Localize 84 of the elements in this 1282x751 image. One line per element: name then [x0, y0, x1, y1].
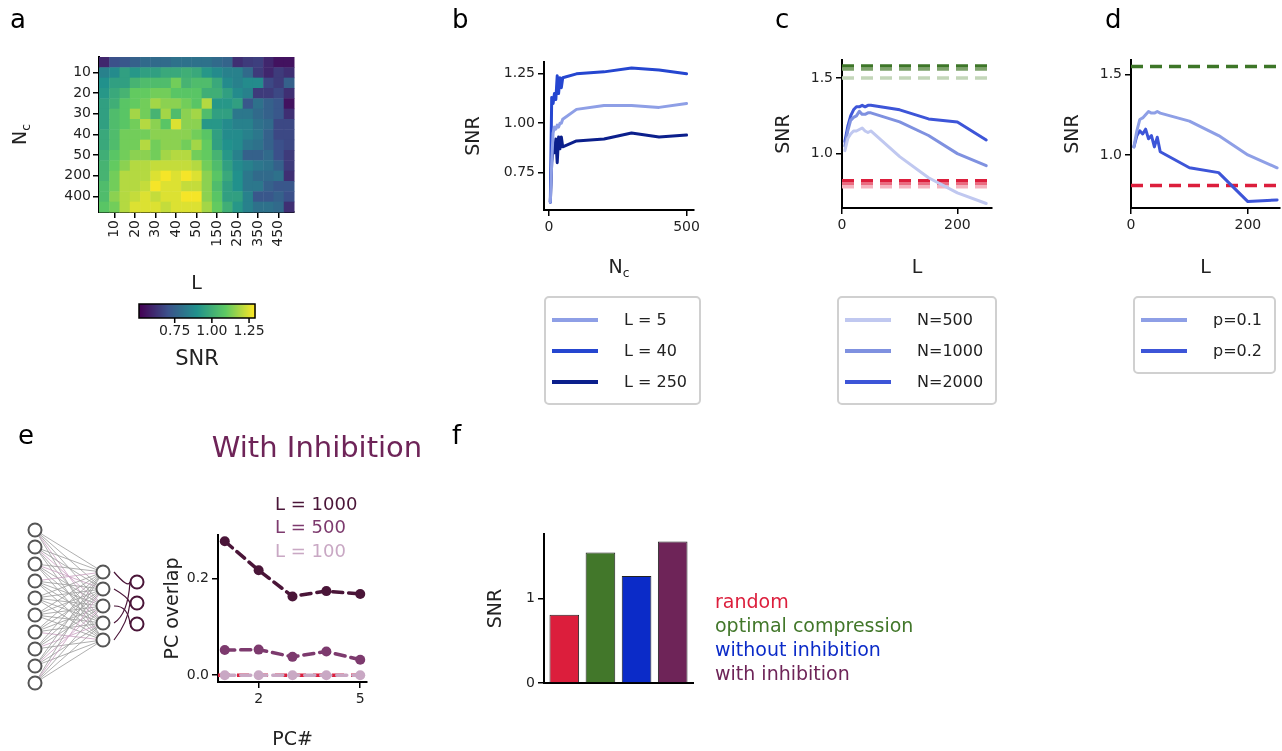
legend-label: L = 5: [624, 310, 667, 329]
point: [287, 591, 298, 602]
y-axis-title: PC overlap: [159, 557, 182, 660]
text: c: [775, 4, 790, 34]
y-tick-label: 10: [73, 63, 91, 80]
x-tick-label: 20: [125, 220, 142, 238]
text: without inhibition: [715, 637, 881, 660]
x-tick-label: 200: [1234, 216, 1262, 233]
text: L = 1000: [275, 492, 358, 514]
legend-label: N=1000: [917, 341, 984, 360]
x-axis-title: L: [1200, 254, 1212, 277]
y-axis-title: SNR: [1059, 114, 1082, 154]
text: optimal compression: [715, 613, 914, 636]
color-bar-title: SNR: [175, 346, 219, 371]
x-tick-label: 0: [1126, 216, 1136, 233]
y-tick-label: 400: [64, 187, 91, 204]
point: [321, 646, 332, 657]
x-tick-label: 150: [207, 220, 224, 247]
y-tick-label: 0.2: [186, 569, 209, 586]
y-tick-label: 200: [64, 166, 91, 183]
y-tick-label: 30: [73, 104, 91, 121]
x-tick-label: 10: [105, 220, 122, 238]
point: [355, 654, 366, 665]
x-tick-label: 350: [248, 220, 265, 247]
text: a: [10, 4, 26, 34]
legend-label: N=2000: [917, 372, 984, 391]
point: [253, 670, 264, 681]
y-tick-label: 1.25: [503, 64, 535, 81]
y-tick-label: 1.5: [810, 68, 833, 85]
y-tick-label: 50: [73, 145, 91, 162]
x-tick-label: 2: [254, 690, 264, 707]
text: L = 500: [275, 516, 346, 538]
legend-label: L = 250: [624, 372, 688, 391]
legend-label: L = 40: [624, 341, 677, 360]
chart-title: With Inhibition: [211, 430, 423, 464]
y-tick-label: 20: [73, 83, 91, 100]
y-axis-title: SNR: [460, 116, 483, 156]
y-tick-label: 1.5: [1099, 65, 1122, 82]
color-bar-label: 0.75: [159, 321, 191, 338]
y-tick-label: 1.00: [503, 113, 535, 130]
y-axis-title: Nc: [7, 123, 33, 145]
text: f: [452, 420, 462, 450]
y-tick-label: 1.0: [1099, 145, 1122, 162]
x-tick-label: 200: [944, 216, 971, 233]
x-axis-title: L: [191, 270, 203, 293]
point: [355, 588, 366, 599]
text: random: [715, 589, 789, 612]
point: [321, 670, 332, 681]
point: [253, 565, 264, 576]
point: [219, 645, 230, 656]
y-axis-title: SNR: [482, 588, 505, 629]
y-tick-label: 1.0: [810, 144, 833, 161]
text: e: [18, 420, 34, 450]
y-tick-label: 40: [73, 125, 91, 142]
point: [355, 670, 366, 681]
x-tick-label: 0: [837, 216, 847, 233]
y-tick-label: 0.0: [186, 665, 209, 682]
x-axis-title: L: [911, 254, 923, 277]
text: b: [452, 4, 469, 34]
point: [253, 644, 264, 655]
legend-label: p=0.1: [1213, 310, 1263, 329]
x-tick-label: 450: [269, 220, 286, 247]
x-tick-label: 500: [673, 218, 700, 235]
x-tick-label: 40: [166, 220, 183, 238]
color-bar-label: 1.25: [233, 321, 265, 338]
point: [287, 651, 298, 662]
point: [321, 586, 332, 597]
x-tick-label: 0: [544, 218, 554, 235]
point: [287, 670, 298, 681]
x-tick-label: 250: [228, 220, 245, 247]
point: [219, 670, 230, 681]
text: L = 100: [275, 539, 346, 561]
y-tick-label: 0: [526, 673, 535, 690]
legend-label: p=0.2: [1213, 341, 1263, 360]
series-label: with inhibition: [715, 661, 850, 684]
x-tick-label: 30: [146, 220, 163, 238]
text: d: [1105, 4, 1122, 34]
point: [219, 536, 230, 547]
x-tick-label: 5: [355, 690, 365, 707]
y-tick-label: 0.75: [503, 163, 535, 180]
y-axis-title: SNR: [770, 114, 793, 154]
x-axis-title: PC#: [272, 726, 313, 749]
legend-label: N=500: [917, 310, 973, 329]
y-tick-label: 1: [526, 589, 535, 606]
